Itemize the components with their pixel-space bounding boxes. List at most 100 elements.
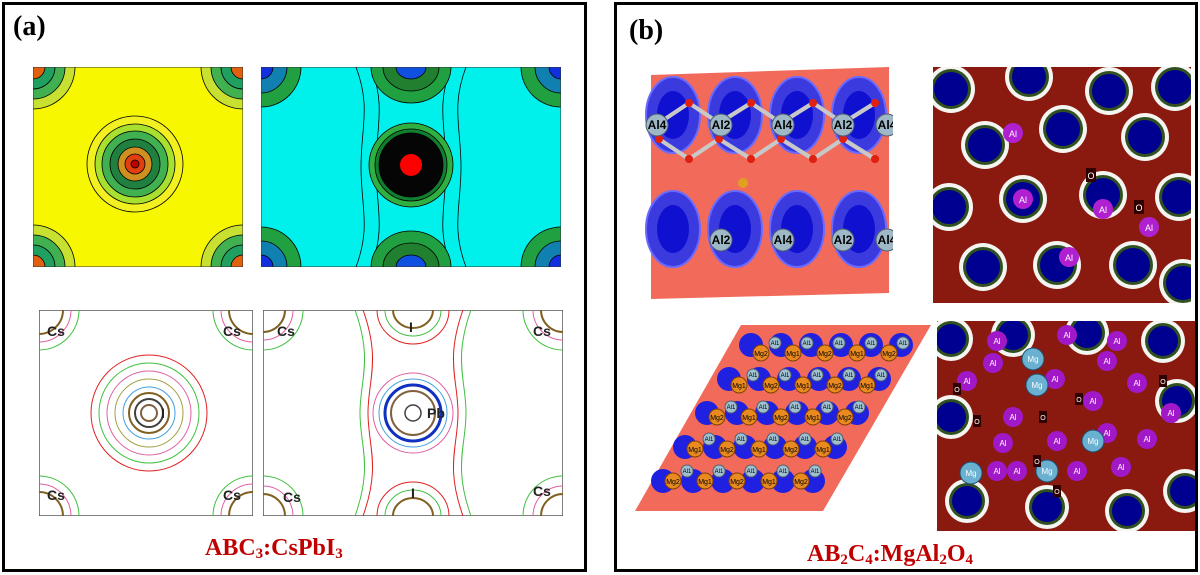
bond (717, 137, 753, 161)
atom-label: Al1 (867, 341, 876, 347)
atom-label: Al1 (737, 437, 746, 443)
atom-label: Mg2 (720, 447, 734, 454)
al-atom (987, 331, 1007, 351)
atom-label: Al (1013, 467, 1020, 476)
atom-label: Al1 (833, 437, 842, 443)
atom-label: Mg1 (762, 479, 776, 486)
atom-label: Al (1009, 413, 1016, 422)
atom-label: Al (1103, 429, 1110, 438)
o-atom (747, 99, 755, 107)
atom-label: Al (1099, 205, 1107, 215)
o-atom (1039, 411, 1047, 423)
al-atom (766, 432, 780, 446)
al-atom (702, 432, 716, 446)
atom-label: Mg (1041, 467, 1052, 476)
panel-b-label: (b) (629, 15, 664, 46)
atom-label: Al (989, 359, 996, 368)
al-atom (746, 368, 760, 382)
al-atom (896, 336, 910, 350)
al-atom (1045, 369, 1065, 389)
al-atom (798, 432, 812, 446)
al-atom (724, 400, 738, 414)
mg-atom (772, 408, 790, 426)
o-atom (655, 135, 663, 143)
cyan-edge-contours (261, 67, 561, 267)
o-atom (1159, 375, 1167, 387)
mg-atom (784, 344, 802, 362)
atom-label: Mg2 (764, 383, 778, 390)
atom-label: Al4 (878, 233, 893, 247)
atom-label: Al (1167, 409, 1174, 418)
bond (841, 137, 877, 161)
mg-atom (782, 440, 800, 458)
atom-label: Al (1053, 437, 1060, 446)
atom-label-cs: Cs (533, 483, 551, 499)
atom-label: Al1 (877, 373, 886, 379)
atom-label-i: I (411, 485, 415, 501)
o-atom (871, 99, 879, 107)
al-atom (709, 113, 733, 137)
o-atom (1134, 200, 1144, 214)
corner-contours (33, 67, 243, 267)
mg-atom (836, 408, 854, 426)
al-atom (1107, 331, 1127, 351)
atom-label: Mg1 (752, 447, 766, 454)
al-atom (1127, 373, 1147, 393)
atom-label: Al (1019, 195, 1027, 205)
bond (657, 137, 691, 161)
atom-label: Mg2 (754, 351, 768, 358)
o-atom (973, 415, 981, 427)
panel-a-caption: ABC3:CsPbI3 (205, 535, 343, 562)
atom-label: Mg1 (816, 447, 830, 454)
o-atom (685, 155, 693, 163)
al-atom (810, 368, 824, 382)
atom-label: Al1 (845, 373, 854, 379)
atom-label: Al1 (759, 405, 768, 411)
mg-atom (804, 408, 822, 426)
o-atom (1033, 455, 1041, 467)
atom-label: O (1135, 203, 1142, 213)
mg-atom (858, 376, 876, 394)
panel-a: (a) (2, 2, 587, 572)
mg-atom (708, 408, 726, 426)
atom-label: Al2 (834, 233, 853, 247)
atom-label: Al4 (878, 118, 893, 132)
al-atom (842, 368, 856, 382)
al-atom (709, 228, 733, 252)
mgalo-density-map: Al Al Al Al Al Al Al Al Al Al Al Al Al Al Al Al Al Al Al Mg… (937, 321, 1195, 531)
atom-label: O (1034, 459, 1040, 466)
al-atom (1161, 403, 1181, 423)
atom-label: Al2 (712, 118, 731, 132)
atom-label: Mg2 (828, 383, 842, 390)
al-atom (680, 464, 694, 478)
atom-label: Mg2 (794, 479, 808, 486)
lattice-labels: Al4 Al2 Al4 Al2 Al4 Al2 Al4 Al2 Al4 (645, 113, 893, 252)
al-atom (831, 113, 855, 137)
cyan-center-contours (368, 122, 454, 208)
hole (952, 486, 982, 516)
contour-map-yellow (33, 67, 243, 267)
atom-label-i: I (161, 405, 165, 421)
hole (1112, 496, 1142, 526)
o-atom (839, 135, 847, 143)
mg-atom (792, 472, 810, 490)
atom-label: Al (1113, 337, 1120, 346)
al-atom (778, 368, 792, 382)
atom-label: Al (1051, 375, 1058, 384)
al-atom (1047, 431, 1067, 451)
bond (749, 137, 783, 161)
line-contour-cs-i: Cs Cs I Cs Cs (39, 310, 253, 516)
al-atom (1013, 189, 1033, 209)
al-atom (852, 400, 866, 414)
al-atom (788, 400, 802, 414)
hole (1128, 120, 1162, 154)
atom-label-cs: Cs (223, 323, 241, 339)
al-atom (712, 464, 726, 478)
atom-label: Al (963, 377, 970, 386)
defect-site (738, 178, 748, 188)
hole (1086, 178, 1120, 212)
atom-label: Al1 (899, 341, 908, 347)
atom-label: Al4 (774, 233, 793, 247)
mg-atom (730, 376, 748, 394)
atom-label-cs: Cs (47, 487, 65, 503)
